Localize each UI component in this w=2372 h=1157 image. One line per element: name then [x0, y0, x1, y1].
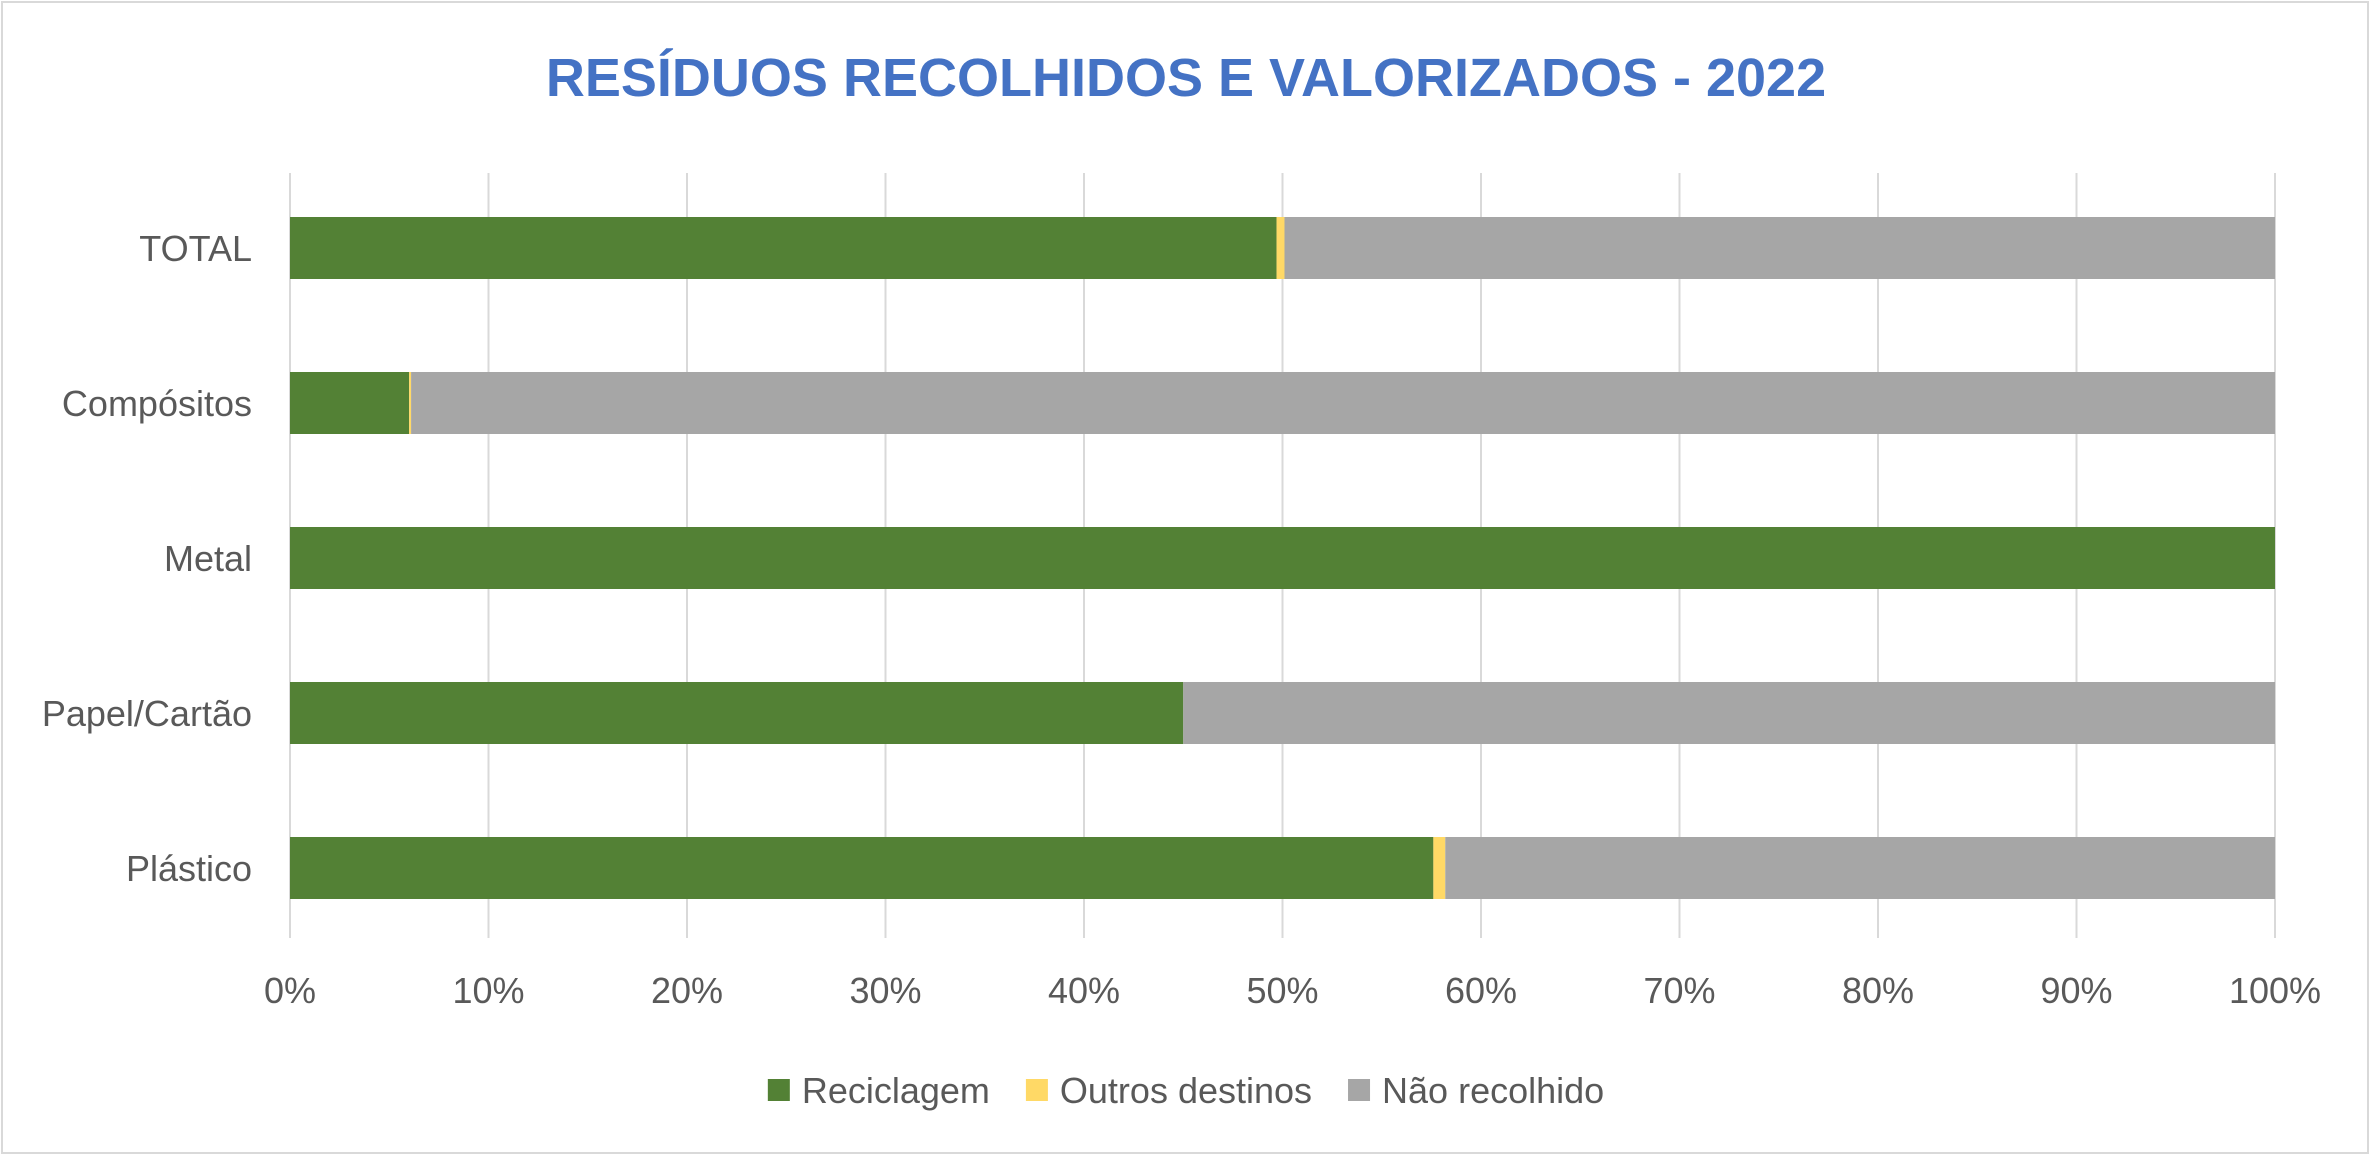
category-label-3: Papel/Cartão	[42, 693, 252, 734]
legend-swatch-1	[1025, 1079, 1048, 1101]
x-tick-label-0: 0%	[264, 970, 316, 1011]
x-tick-label-4: 40%	[1048, 970, 1120, 1011]
x-tick-label-2: 20%	[651, 970, 723, 1011]
bar-2-series-0	[290, 527, 2275, 589]
bar-3-series-0	[290, 682, 1184, 744]
bar-0-series-1	[1276, 217, 1285, 279]
category-label-2: Metal	[164, 538, 252, 579]
legend: Reciclagem Outros destinos Não recolhido	[767, 1070, 1604, 1111]
legend-label-0: Reciclagem	[802, 1070, 990, 1111]
bar-1-series-1	[409, 372, 412, 434]
bar-4-series-0	[290, 837, 1434, 899]
legend-item-0: Reciclagem	[767, 1070, 990, 1111]
legend-label-2: Não recolhido	[1382, 1070, 1604, 1111]
x-tick-label-9: 90%	[2040, 970, 2112, 1011]
bar-3-series-2	[1183, 682, 2275, 744]
legend-label-1: Outros destinos	[1060, 1070, 1312, 1111]
legend-item-2: Não recolhido	[1348, 1070, 1604, 1111]
bar-4-series-2	[1445, 837, 2275, 899]
chart-title: RESÍDUOS RECOLHIDOS E VALORIZADOS - 2022	[546, 48, 1826, 108]
bars	[290, 217, 2276, 899]
category-label-4: Plástico	[126, 848, 252, 889]
bar-4-series-1	[1433, 837, 1446, 899]
x-tick-label-3: 30%	[849, 970, 921, 1011]
x-tick-label-10: 100%	[2229, 970, 2321, 1011]
legend-item-1: Outros destinos	[1025, 1070, 1312, 1111]
x-tick-label-7: 70%	[1643, 970, 1715, 1011]
bar-1-series-0	[290, 372, 410, 434]
category-label-0: TOTAL	[139, 228, 252, 269]
x-tick-label-5: 50%	[1246, 970, 1318, 1011]
legend-swatch-0	[767, 1079, 790, 1101]
bar-0-series-0	[290, 217, 1277, 279]
chart-svg: RESÍDUOS RECOLHIDOS E VALORIZADOS - 2022…	[42, 48, 2321, 1111]
legend-swatch-2	[1348, 1079, 1371, 1101]
x-tick-label-1: 10%	[452, 970, 524, 1011]
x-tick-labels: 0% 10% 20% 30% 40% 50% 60% 70% 80% 90% 100%	[264, 970, 2321, 1011]
x-tick-label-6: 60%	[1445, 970, 1517, 1011]
x-tick-label-8: 80%	[1842, 970, 1914, 1011]
category-labels: TOTAL Compósitos Metal Papel/Cartão Plástico	[42, 228, 252, 889]
category-label-1: Compósitos	[62, 383, 252, 424]
bar-1-series-2	[411, 372, 2276, 434]
bar-0-series-2	[1284, 217, 2275, 279]
